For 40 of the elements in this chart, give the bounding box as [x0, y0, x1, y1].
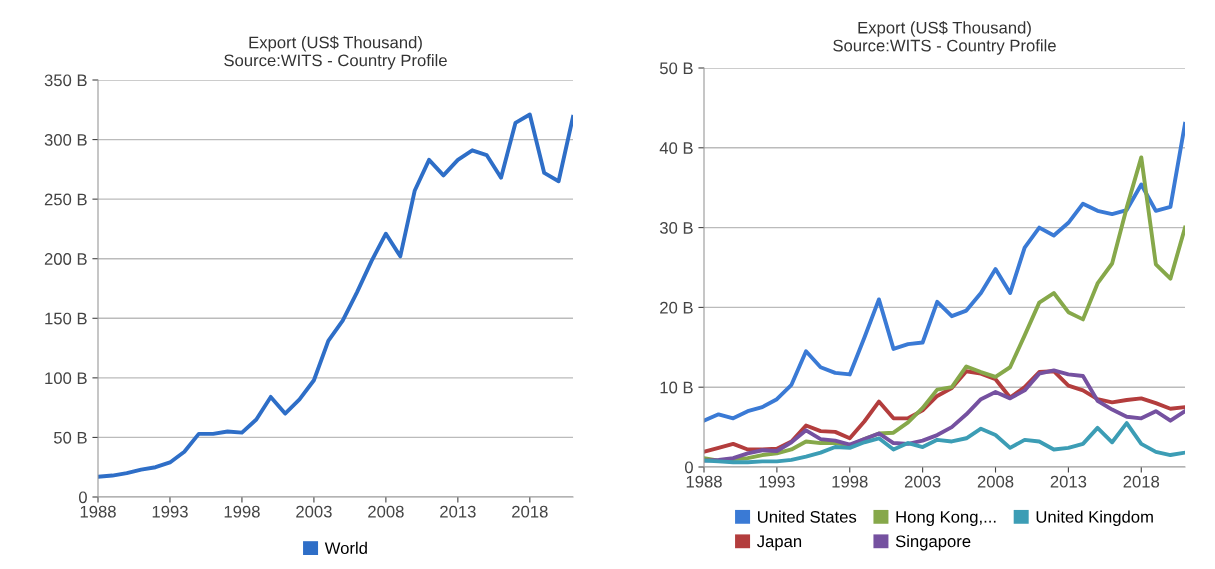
x-tick-label: 1998	[224, 505, 260, 518]
y-tick-label: 300 B	[44, 133, 87, 146]
y-tick-label: 350 B	[44, 74, 87, 87]
legend-label: Singapore	[895, 534, 971, 551]
legend-label: World	[324, 541, 367, 555]
y-tick-label: 250 B	[44, 193, 87, 206]
y-tick-label: 10 B	[660, 381, 693, 394]
y-tick-label: 200 B	[44, 253, 87, 265]
chart-title: Export (US$ Thousand)	[249, 35, 422, 52]
x-tick-label: 1993	[152, 505, 188, 518]
x-tick-label: 1988	[686, 475, 722, 488]
chart-subtitle: Source:WITS - Country Profile	[833, 39, 1056, 55]
line-series	[98, 112, 573, 479]
y-tick-label: 30 B	[659, 222, 693, 234]
y-tick-label: 50 B	[659, 62, 693, 75]
y-tick-label: 20 B	[660, 301, 693, 314]
y-tick-label: 0	[684, 461, 693, 474]
x-tick-label: 2018	[512, 505, 548, 518]
y-tick-label: 150 B	[45, 312, 87, 325]
line-series	[704, 121, 1185, 423]
y-tick-label: 100 B	[45, 372, 87, 385]
y-tick-label: 40 B	[659, 142, 693, 154]
x-tick-label: 1988	[80, 505, 116, 518]
x-tick-label: 2013	[440, 505, 476, 518]
x-tick-label: 2003	[296, 505, 332, 518]
legend-label: United Kingdom	[1036, 510, 1153, 527]
y-tick-label: 0	[78, 491, 87, 504]
y-tick-label: 50 B	[53, 431, 87, 444]
legend-label: United States	[758, 510, 857, 523]
x-tick-label: 2013	[1050, 475, 1087, 488]
chart-title: Export (US$ Thousand)	[858, 21, 1031, 37]
x-tick-label: 2008	[368, 505, 404, 518]
x-tick-label: 2003	[904, 475, 941, 488]
x-tick-label: 1998	[832, 475, 868, 488]
x-tick-label: 2008	[977, 475, 1014, 488]
legend-label: Japan	[756, 535, 802, 551]
x-tick-label: 1993	[759, 475, 795, 488]
x-tick-label: 2018	[1123, 475, 1160, 488]
legend-label: Hong Kong,...	[896, 511, 996, 527]
chart-subtitle: Source:WITS - Country Profile	[224, 54, 447, 70]
